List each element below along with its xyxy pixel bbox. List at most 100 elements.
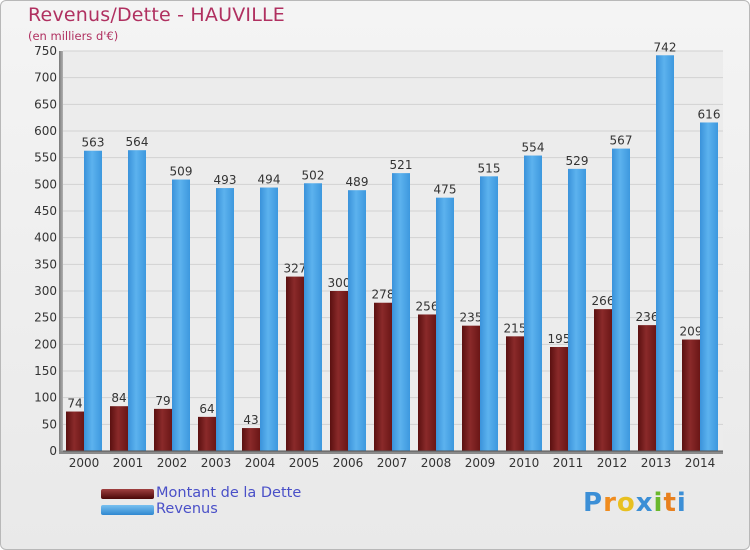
x-tick-label: 2013: [641, 456, 672, 470]
legend-swatch-revenus: [101, 505, 154, 515]
revenue-value-label: 742: [654, 40, 677, 54]
debt-value-label: 236: [636, 310, 659, 324]
plot-left-wall: [59, 51, 63, 451]
y-tick-label: 250: [34, 311, 57, 325]
logo-letter: x: [635, 488, 654, 518]
x-tick-label: 2002: [157, 456, 188, 470]
y-tick-label: 0: [49, 444, 57, 458]
revenue-bar: [392, 173, 410, 451]
logo-letter: P: [583, 488, 604, 518]
debt-bar: [418, 314, 436, 451]
debt-value-label: 195: [548, 332, 571, 346]
debt-bar: [550, 347, 568, 451]
revenue-bar: [612, 148, 630, 451]
debt-value-label: 74: [67, 397, 82, 411]
debt-bar: [594, 309, 612, 451]
logo-letter: i: [676, 488, 687, 518]
x-tick-label: 2003: [201, 456, 232, 470]
logo-letter: i: [653, 488, 664, 518]
legend-swatch-dette: [101, 489, 154, 499]
y-tick-label: 350: [34, 257, 57, 271]
chart-subtitle: (en milliers d'€): [28, 29, 119, 43]
x-tick-label: 2009: [465, 456, 496, 470]
debt-bar: [154, 408, 172, 451]
debt-bar: [198, 416, 216, 451]
debt-value-label: 256: [416, 299, 439, 313]
revenue-value-label: 475: [434, 183, 457, 197]
revenue-bar: [128, 150, 146, 451]
revenue-value-label: 502: [302, 168, 325, 182]
debt-value-label: 43: [243, 413, 258, 427]
debt-value-label: 79: [155, 394, 170, 408]
revenue-bar: [172, 179, 190, 452]
y-tick-label: 150: [34, 364, 57, 378]
x-tick-label: 2008: [421, 456, 452, 470]
revenue-value-label: 493: [214, 173, 237, 187]
revenue-value-label: 515: [478, 161, 501, 175]
revenue-bar: [436, 197, 454, 451]
y-tick-label: 200: [34, 337, 57, 351]
y-tick-label: 500: [34, 177, 57, 191]
y-tick-label: 700: [34, 71, 57, 85]
logo-letter: t: [663, 488, 677, 518]
x-tick-label: 2007: [377, 456, 408, 470]
revenue-bar: [524, 155, 542, 452]
y-tick-label: 400: [34, 231, 57, 245]
revenue-bar: [260, 187, 278, 452]
debt-bar: [374, 302, 392, 451]
y-tick-label: 300: [34, 284, 57, 298]
revenue-bar: [700, 122, 718, 451]
debt-value-label: 84: [111, 391, 126, 405]
debt-bar: [110, 406, 128, 451]
x-tick-label: 2004: [245, 456, 276, 470]
x-tick-label: 2012: [597, 456, 628, 470]
revenue-bar: [568, 168, 586, 451]
y-tick-label: 750: [34, 44, 57, 58]
x-tick-label: 2014: [685, 456, 716, 470]
y-tick-label: 50: [42, 417, 57, 431]
x-tick-label: 2001: [113, 456, 144, 470]
revenue-value-label: 494: [258, 173, 281, 187]
debt-value-label: 215: [504, 321, 527, 335]
legend-label-revenus: Revenus: [156, 501, 218, 517]
chart-title: Revenus/Dette - HAUVILLE: [28, 4, 285, 26]
logo-letter: o: [616, 488, 636, 518]
revenue-bar: [656, 55, 674, 452]
debt-bar: [638, 325, 656, 451]
x-tick-label: 2006: [333, 456, 364, 470]
revenue-value-label: 489: [346, 175, 369, 189]
debt-value-label: 64: [199, 402, 214, 416]
revenue-value-label: 563: [82, 136, 105, 150]
debt-value-label: 327: [284, 262, 307, 276]
revenue-bar: [348, 190, 366, 451]
debt-bar: [682, 339, 700, 451]
debt-bar: [330, 291, 348, 451]
plot-floor: [59, 451, 723, 454]
revenue-value-label: 529: [566, 154, 589, 168]
revenue-bar: [84, 150, 102, 451]
revenue-bar: [216, 188, 234, 452]
debt-bar: [242, 428, 260, 451]
revenue-value-label: 616: [698, 107, 721, 121]
debt-value-label: 266: [592, 294, 615, 308]
x-tick-label: 2011: [553, 456, 584, 470]
debt-bar: [66, 411, 84, 451]
revenue-value-label: 564: [126, 135, 149, 149]
debt-bar: [462, 325, 480, 451]
revenue-bar: [304, 183, 322, 451]
revenue-value-label: 567: [610, 134, 633, 148]
revenue-value-label: 521: [390, 158, 413, 172]
revenue-bar: [480, 176, 498, 452]
logo-letter: r: [603, 488, 617, 518]
debt-value-label: 209: [680, 325, 703, 339]
y-tick-label: 650: [34, 97, 57, 111]
y-tick-label: 100: [34, 391, 57, 405]
y-tick-label: 450: [34, 204, 57, 218]
debt-bar: [506, 336, 524, 451]
legend-label-dette: Montant de la Dette: [156, 485, 302, 501]
debt-value-label: 235: [460, 311, 483, 325]
x-tick-label: 2005: [289, 456, 320, 470]
debt-bar: [286, 276, 304, 451]
